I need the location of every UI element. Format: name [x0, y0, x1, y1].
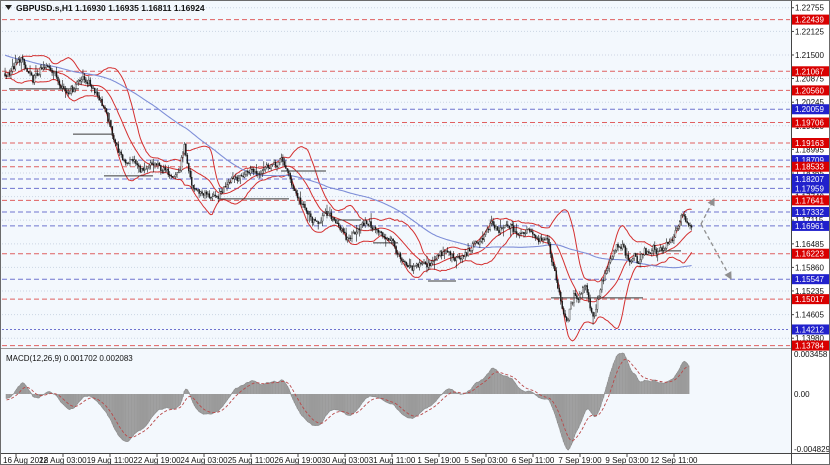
price-level-badge: [792, 206, 829, 217]
time-tick-label: 19 Aug 11:00: [87, 456, 134, 465]
price-level-badge: [792, 85, 829, 96]
price-level-badge-label: 1.15547: [795, 275, 824, 284]
time-tick-label: 5 Sep 03:00: [464, 456, 508, 465]
price-level-badge-label: 1.20560: [795, 86, 824, 95]
price-level-badge-label: 1.18533: [795, 163, 824, 172]
price-axis[interactable]: 1.227551.221251.215001.208751.202451.196…: [791, 4, 830, 351]
macd-line: [6, 352, 689, 451]
price-tick-label: 1.18995: [795, 145, 824, 154]
price-level-badge-label: 1.14212: [795, 325, 824, 334]
price-tick-label: 1.15860: [795, 263, 824, 272]
price-tick-label: 1.20245: [795, 98, 824, 107]
price-level-badge: [792, 294, 829, 305]
main-chart-plot[interactable]: [2, 7, 790, 347]
time-tick-label: 1 Sep 19:00: [417, 456, 461, 465]
time-axis-background: [1, 454, 829, 464]
macd-plot[interactable]: [5, 352, 690, 451]
price-level-badge-label: 1.18207: [795, 175, 824, 184]
price-level-badge-label: 1.20059: [795, 105, 824, 114]
time-tick-label: 18 Aug 03:00: [39, 456, 87, 465]
candles-layer: [4, 54, 693, 325]
price-level-badge-label: 1.19163: [795, 139, 824, 148]
price-axis-background: [791, 1, 829, 464]
price-level-badge: [792, 195, 829, 206]
forecast-arrow-up: [700, 197, 715, 225]
price-level-badge: [792, 104, 829, 115]
price-level-badge: [792, 161, 829, 172]
main-chart-background: [1, 1, 791, 348]
price-tick-label: 1.14605: [795, 311, 824, 320]
price-level-badge-label: 1.15017: [795, 295, 824, 304]
price-tick-label: 1.21500: [795, 51, 824, 60]
price-level-badge: [792, 274, 829, 285]
bollinger-middle-band: [5, 67, 692, 303]
price-level-badge: [792, 324, 829, 335]
time-tick-label: 25 Aug 11:00: [228, 456, 275, 465]
time-tick-label: 26 Aug 19:00: [274, 456, 322, 465]
price-level-badge-label: 1.19706: [795, 119, 824, 128]
price-level-badge-label: 1.17959: [795, 184, 824, 193]
price-level-badge-label: 1.16223: [795, 250, 824, 259]
price-level-badge: [792, 117, 829, 128]
macd-axis-max: 0.003458: [794, 350, 828, 359]
price-level-badge: [792, 66, 829, 77]
slow-ma-line: [4, 54, 692, 269]
price-tick-label: 1.16485: [795, 240, 824, 249]
time-tick-label: 31 Aug 11:00: [369, 456, 416, 465]
macd-histogram: [5, 353, 690, 450]
price-tick-label: 1.22755: [795, 4, 824, 13]
symbol-dropdown-icon[interactable]: [5, 5, 12, 10]
bollinger-lower-band: [5, 77, 693, 342]
price-tick-label: 1.22125: [795, 27, 824, 36]
time-tick-label: 16 Aug 2022: [3, 456, 48, 465]
price-tick-label: 1.18365: [795, 169, 824, 178]
time-tick-label: 6 Sep 11:00: [512, 456, 555, 465]
price-level-badge: [792, 155, 829, 166]
price-level-badge-label: 1.16961: [795, 222, 824, 231]
price-tick-label: 1.13980: [795, 334, 824, 343]
price-level-badge-label: 1.13784: [795, 342, 824, 351]
forecast-arrow-down: [700, 223, 732, 280]
price-level-badge-label: 1.21067: [795, 67, 824, 76]
time-tick-label: 12 Sep 11:00: [650, 456, 698, 465]
price-tick-label: 1.15235: [795, 287, 824, 296]
price-level-badge: [792, 174, 829, 185]
price-level-badge-label: 1.17332: [795, 208, 824, 217]
macd-axis-zero: 0.00: [794, 390, 810, 399]
price-level-badge-label: 1.18709: [795, 156, 824, 165]
time-tick-label: 9 Sep 03:00: [605, 456, 649, 465]
price-tick-label: 1.17115: [795, 216, 824, 225]
price-level-badge: [792, 248, 829, 259]
price-level-badge: [792, 137, 829, 148]
macd-signal-line: [6, 358, 689, 442]
time-tick-label: 7 Sep 19:00: [558, 456, 602, 465]
time-tick-label: 22 Aug 19:00: [133, 456, 181, 465]
chart-title: GBPUSD.s,H1 1.16930 1.16935 1.16811 1.16…: [16, 3, 205, 13]
price-tick-label: 1.20875: [795, 75, 824, 84]
price-level-badge: [792, 340, 829, 351]
time-tick-label: 24 Aug 03:00: [180, 456, 228, 465]
price-level-badge: [792, 183, 829, 194]
price-level-badge-label: 1.22439: [795, 16, 824, 25]
time-tick-label: 30 Aug 03:00: [321, 456, 369, 465]
bollinger-upper-band: [5, 54, 692, 283]
price-level-badge-label: 1.17641: [795, 196, 824, 205]
macd-indicator-label: MACD(12,26,9) 0.001702 0.002083: [6, 354, 133, 363]
macd-axis-min: -0.004829: [794, 445, 830, 454]
price-level-badge: [792, 220, 829, 231]
price-level-badge: [792, 14, 829, 25]
